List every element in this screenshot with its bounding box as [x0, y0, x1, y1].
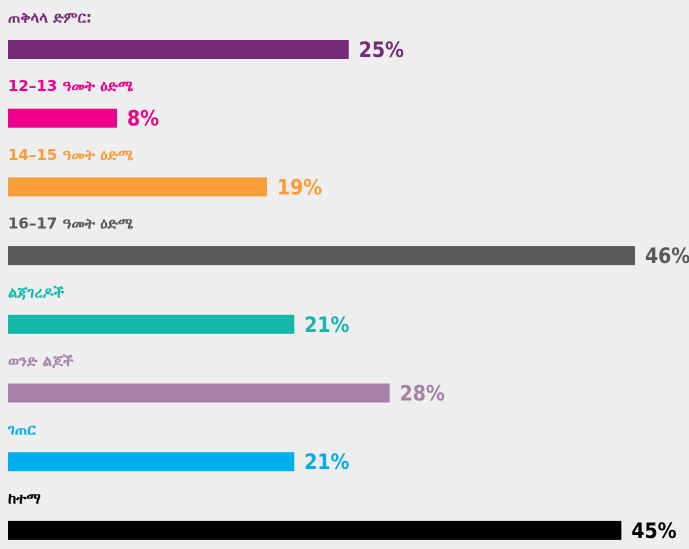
value-label: 19% [277, 175, 322, 199]
bar [8, 108, 118, 128]
category-label: ወንድ ልጆች [8, 352, 74, 371]
bar [8, 452, 295, 472]
value-label: 8% [127, 107, 159, 131]
value-label: 25% [359, 38, 404, 62]
category-label: ልጃገረዶች [8, 283, 65, 302]
bar [8, 383, 390, 403]
bar [8, 246, 635, 266]
value-label: 45% [631, 519, 676, 543]
bar [8, 520, 622, 540]
category-label: ገጠር [7, 421, 36, 439]
value-label: 46% [645, 244, 689, 268]
value-label: 21% [304, 450, 349, 474]
category-label: 16–17 ዓመት ዕድሜ [8, 215, 134, 233]
value-label: 28% [400, 382, 445, 406]
category-label: ከተማ [8, 489, 41, 507]
bar [8, 40, 349, 59]
category-label: 12–13 ዓመት ዕድሜ [8, 77, 134, 95]
category-label: ጠቅላላ ድምር: [8, 9, 92, 27]
category-label: 14–15 ዓመት ዕድሜ [8, 146, 134, 164]
bar [8, 177, 267, 197]
bar [8, 314, 295, 334]
value-label: 21% [304, 313, 349, 337]
